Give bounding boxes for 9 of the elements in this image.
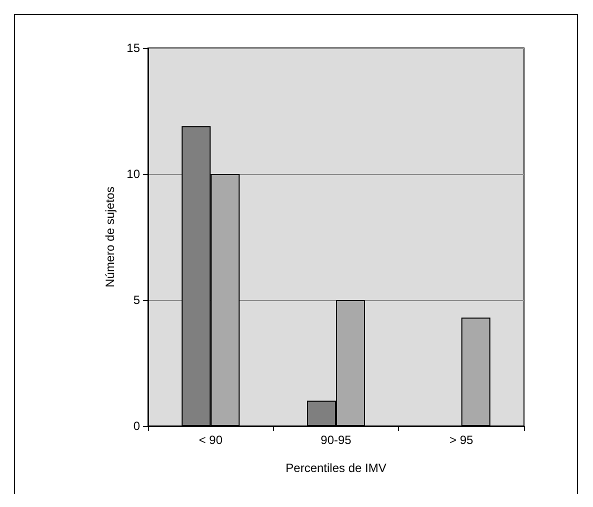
- x-axis-title: Percentiles de IMV: [286, 461, 386, 475]
- y-tick-label: 10: [126, 167, 140, 181]
- x-tick-label: > 95: [449, 433, 474, 447]
- y-axis-title: Número de sujetos: [102, 186, 117, 288]
- y-tick-label: 15: [126, 41, 140, 55]
- y-tick-label: 0: [133, 419, 140, 433]
- y-tick-label: 5: [133, 293, 140, 307]
- x-tick-label: 90-95: [320, 433, 352, 447]
- x-tick-label: < 90: [198, 433, 223, 447]
